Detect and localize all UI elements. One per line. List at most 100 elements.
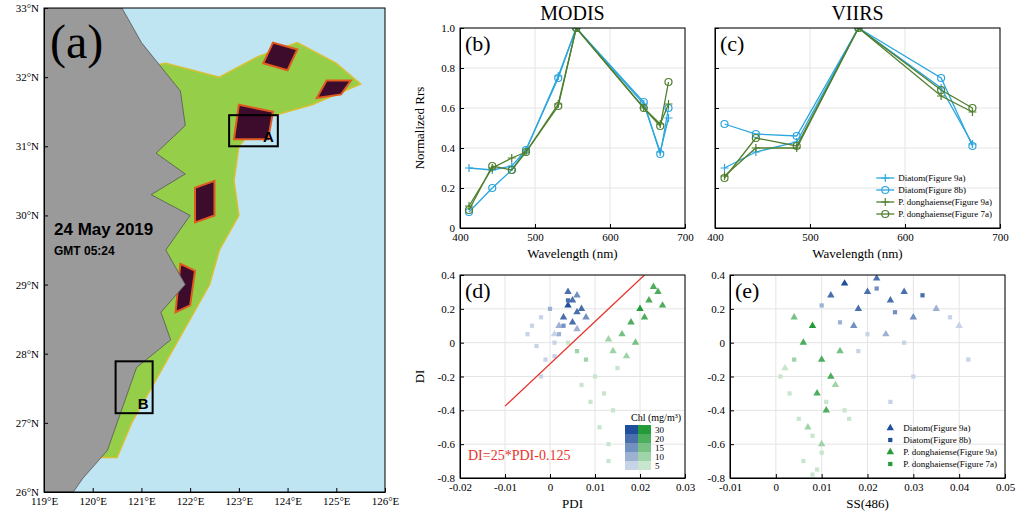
grid-line xyxy=(460,188,685,189)
marker xyxy=(665,79,672,86)
x-axis: 119°E120°E121°E122°E123°E124°E125°E126°E xyxy=(31,488,400,507)
tick: 0.02 xyxy=(858,474,877,493)
tick: 0.4 xyxy=(711,269,734,281)
legend: Diatom(Figure 9a)Diatom(Figure 8b)P. don… xyxy=(887,423,997,469)
legend-marker xyxy=(881,198,889,206)
plot-frame xyxy=(730,275,1005,478)
point xyxy=(539,374,543,378)
tick-mark xyxy=(93,488,94,492)
grid-line xyxy=(460,410,685,411)
series-line xyxy=(469,28,669,206)
tick-label: 0 xyxy=(450,222,456,234)
tick-label: 0.01 xyxy=(586,481,605,493)
scatter-panel: -0.02-0.0100.010.020.03-0.8-0.6-0.4-0.20… xyxy=(412,269,696,511)
point xyxy=(787,391,791,395)
point xyxy=(882,330,889,336)
tick-label: 30°N xyxy=(16,209,39,221)
tick-mark xyxy=(288,488,289,492)
tick xyxy=(715,68,719,69)
tick-mark xyxy=(44,354,48,355)
tick-label: 600 xyxy=(602,231,619,243)
marker xyxy=(938,87,945,94)
tick-mark xyxy=(715,188,719,189)
box-label: A xyxy=(263,128,274,145)
tick: 31°N xyxy=(16,140,48,152)
legend-label: Diatom(Figure 8b) xyxy=(898,185,966,195)
point xyxy=(606,459,610,463)
tick-label: 500 xyxy=(527,231,544,243)
tick: 600 xyxy=(897,224,914,243)
tick-mark xyxy=(1005,474,1006,478)
tick-label: 0.2 xyxy=(441,303,455,315)
tick: -0.01 xyxy=(494,474,517,493)
tick: 0.2 xyxy=(711,303,734,315)
point xyxy=(659,301,666,307)
point xyxy=(893,310,897,314)
axis-line xyxy=(715,29,716,229)
x-axis-title: PDI xyxy=(562,496,583,511)
point xyxy=(615,366,619,370)
point xyxy=(606,442,610,446)
colorbar-cell xyxy=(638,434,651,443)
marker xyxy=(555,103,562,110)
colorbar-cell xyxy=(625,434,638,443)
tick: 0.8 xyxy=(441,62,464,74)
point xyxy=(582,313,589,319)
box-label: B xyxy=(138,395,149,412)
grid-line xyxy=(460,108,685,109)
tick-label: 1.0 xyxy=(441,22,455,34)
tick-mark xyxy=(460,275,464,276)
series-line xyxy=(469,28,669,210)
tick-mark xyxy=(776,474,777,478)
marker xyxy=(640,105,647,112)
scatter-panel: -0.0100.010.020.030.040.05-0.8-0.6-0.4-0… xyxy=(708,269,1016,511)
grid-line xyxy=(730,308,1005,309)
point xyxy=(578,305,585,311)
tick-mark xyxy=(460,309,464,310)
point xyxy=(645,296,652,302)
legend: Diatom(Figure 9a)Diatom(Figure 8b)P. don… xyxy=(876,173,992,219)
colorbar-cell xyxy=(638,443,651,452)
tick: -0.6 xyxy=(438,438,464,450)
plot-area xyxy=(44,8,385,492)
annotation: 24 May 2019 xyxy=(54,220,153,239)
tick-label: 123°E xyxy=(226,495,254,507)
point xyxy=(632,338,639,344)
tick-mark xyxy=(715,148,719,149)
marker xyxy=(508,154,516,162)
grid-line xyxy=(460,376,685,377)
x-axis-title: SS(486) xyxy=(846,496,889,511)
marker xyxy=(721,121,728,128)
tick-mark xyxy=(44,77,48,78)
point xyxy=(564,288,571,294)
tick: 30°N xyxy=(16,209,48,221)
marker xyxy=(657,123,664,130)
tick-mark xyxy=(905,224,906,228)
legend-marker xyxy=(882,187,889,194)
marker xyxy=(489,163,496,170)
marker xyxy=(465,164,473,172)
ocean xyxy=(44,8,385,492)
tick-label: 32°N xyxy=(16,71,39,83)
tick: 0.02 xyxy=(631,474,650,493)
point xyxy=(804,423,811,429)
x-axis: 400500600700 xyxy=(452,224,694,243)
tick-mark xyxy=(610,224,611,228)
legend-marker xyxy=(882,211,889,218)
tick: 0 xyxy=(548,474,554,493)
grid xyxy=(730,275,1005,478)
tick-mark xyxy=(685,474,686,478)
tick-label: 0.02 xyxy=(631,481,650,493)
colorbar-label: 20 xyxy=(655,434,665,444)
tick: 28°N xyxy=(16,348,48,360)
tick xyxy=(715,28,719,29)
plot-frame xyxy=(460,275,685,478)
tick-label: -0.8 xyxy=(438,472,456,484)
tick-mark xyxy=(730,343,734,344)
tick-label: 0 xyxy=(548,481,554,493)
marker xyxy=(665,100,673,108)
tick: 0.2 xyxy=(441,303,464,315)
marker xyxy=(855,28,862,32)
point xyxy=(820,451,824,455)
tick-mark xyxy=(822,474,823,478)
